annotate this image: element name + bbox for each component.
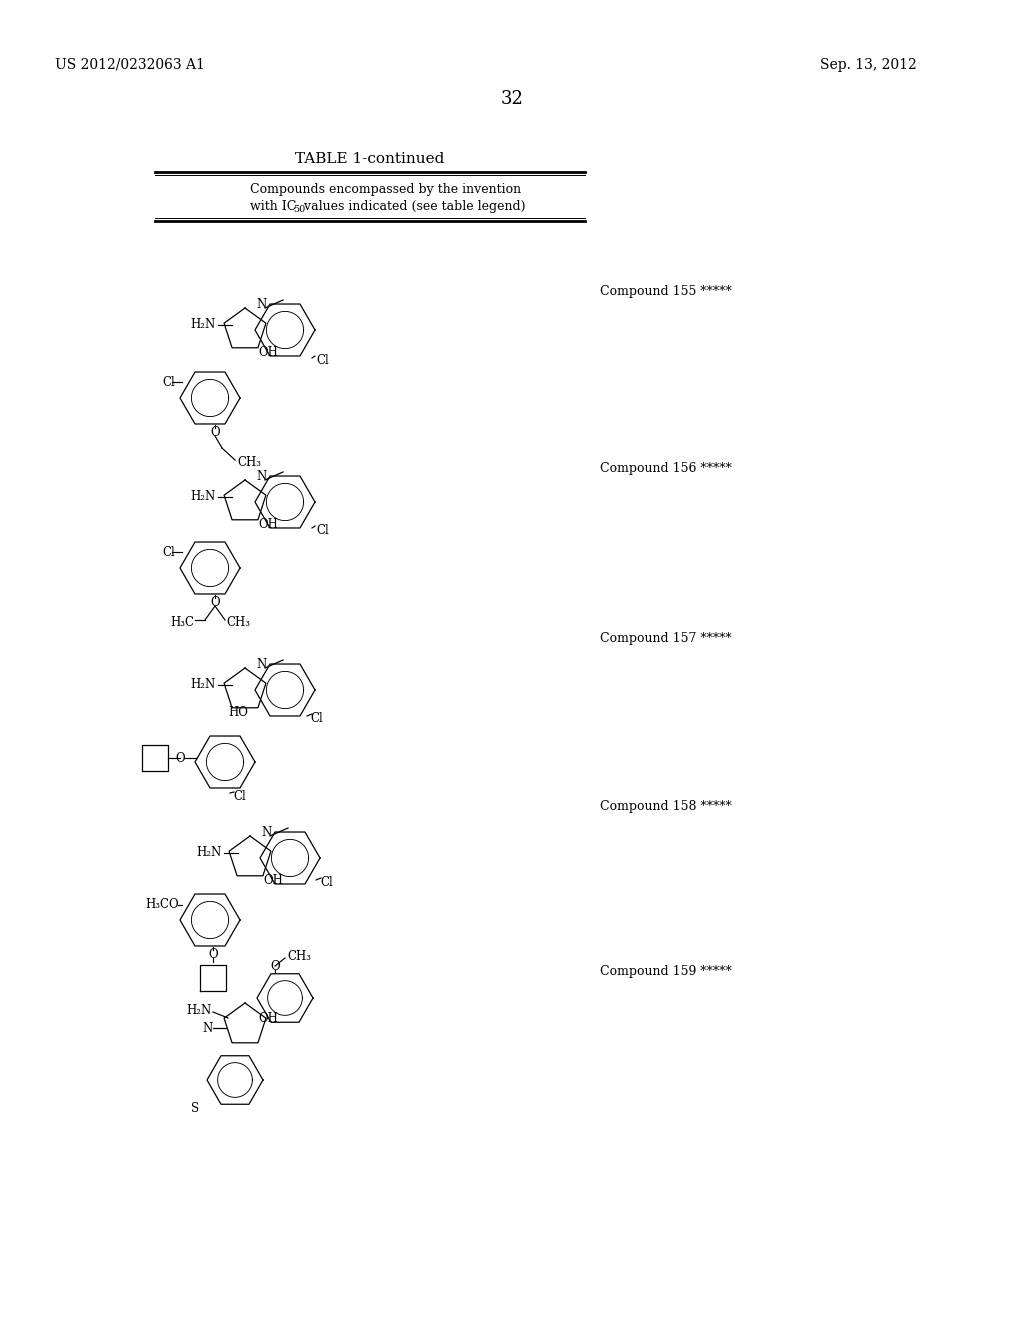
Text: H₂N: H₂N [186,1003,211,1016]
Text: N: N [257,470,267,483]
Text: TABLE 1-continued: TABLE 1-continued [295,152,444,166]
Text: O: O [210,595,220,609]
Text: Cl: Cl [162,375,175,388]
Text: HO: HO [228,705,248,718]
Text: Cl: Cl [162,545,175,558]
Text: O: O [270,960,280,973]
Text: CH₃: CH₃ [287,949,311,962]
Text: Compounds encompassed by the invention: Compounds encompassed by the invention [250,183,521,195]
Text: Cl: Cl [316,524,329,536]
Text: CH₃: CH₃ [226,615,250,628]
Text: H₃C: H₃C [170,615,194,628]
Text: with IC: with IC [250,201,296,213]
Text: Compound 158 *****: Compound 158 ***** [600,800,732,813]
Text: Compound 156 *****: Compound 156 ***** [600,462,732,475]
Text: H₂N: H₂N [190,491,215,503]
Text: values indicated (see table legend): values indicated (see table legend) [300,201,525,213]
Text: Cl: Cl [319,875,333,888]
Text: 32: 32 [501,90,523,108]
Text: Cl: Cl [233,791,246,804]
Text: N: N [262,825,272,838]
Text: O: O [208,948,218,961]
Text: H₂N: H₂N [190,318,215,331]
Text: Compound 159 *****: Compound 159 ***** [600,965,731,978]
Text: N: N [203,1022,213,1035]
Text: CH₃: CH₃ [237,455,261,469]
Text: N: N [257,657,267,671]
Text: US 2012/0232063 A1: US 2012/0232063 A1 [55,58,205,73]
Text: OH: OH [263,874,283,887]
Text: H₃CO: H₃CO [145,899,178,912]
Text: H₂N: H₂N [196,846,221,859]
Text: Cl: Cl [310,711,323,725]
Text: H₂N: H₂N [190,678,215,692]
Text: O: O [210,425,220,438]
Text: 50: 50 [293,205,305,214]
Text: OH: OH [258,1011,278,1024]
Text: Compound 155 *****: Compound 155 ***** [600,285,731,298]
Text: Sep. 13, 2012: Sep. 13, 2012 [820,58,916,73]
Text: OH: OH [258,346,278,359]
Text: Compound 157 *****: Compound 157 ***** [600,632,731,645]
Text: S: S [190,1101,199,1114]
Text: O: O [175,751,184,764]
Text: Cl: Cl [316,354,329,367]
Text: N: N [257,297,267,310]
Text: OH: OH [258,517,278,531]
